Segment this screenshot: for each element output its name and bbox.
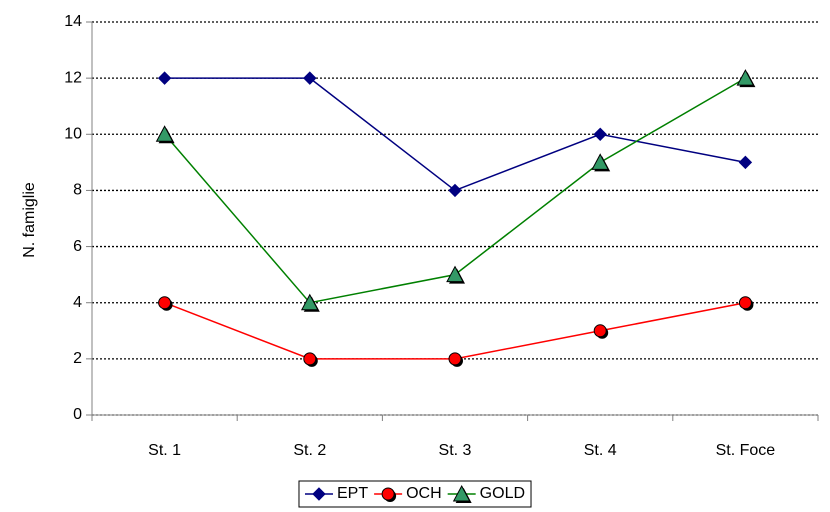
marker bbox=[591, 153, 610, 170]
y-axis-label: N. famiglie bbox=[21, 182, 38, 258]
x-tick-label: St. 1 bbox=[148, 442, 181, 459]
y-tick-label: 0 bbox=[73, 406, 82, 423]
series-line bbox=[164, 301, 746, 360]
legend-marker bbox=[381, 487, 395, 501]
y-tick-label: 12 bbox=[64, 69, 82, 86]
x-tick-label: St. Foce bbox=[716, 442, 776, 459]
legend: EPT OCH GOLD bbox=[298, 480, 532, 508]
marker bbox=[303, 71, 317, 85]
y-tick-label: 2 bbox=[73, 350, 82, 367]
y-tick-label: 6 bbox=[73, 238, 82, 255]
marker bbox=[738, 155, 753, 170]
marker bbox=[448, 183, 462, 198]
marker bbox=[593, 127, 607, 141]
x-tick-label: St. 3 bbox=[439, 442, 472, 459]
y-tick-label: 10 bbox=[64, 126, 82, 143]
marker bbox=[593, 324, 607, 338]
legend-label: EPT bbox=[337, 485, 368, 502]
y-tick-label: 14 bbox=[64, 13, 82, 30]
legend-label: OCH bbox=[406, 485, 442, 502]
marker bbox=[738, 296, 752, 310]
legend-box bbox=[298, 480, 532, 508]
legend-item: OCH bbox=[374, 485, 442, 502]
legend-item: GOLD bbox=[447, 484, 525, 503]
legend-marker bbox=[452, 484, 471, 502]
marker bbox=[736, 69, 755, 86]
x-tick-label: St. 4 bbox=[584, 442, 617, 459]
marker bbox=[155, 125, 174, 142]
y-tick-label: 4 bbox=[73, 294, 82, 311]
legend-marker bbox=[312, 487, 326, 501]
marker bbox=[300, 293, 319, 311]
marker bbox=[448, 352, 462, 366]
marker bbox=[446, 265, 464, 283]
marker bbox=[157, 71, 172, 85]
legend-label: GOLD bbox=[480, 485, 525, 502]
x-tick-label: St. 2 bbox=[293, 442, 326, 459]
y-tick-label: 8 bbox=[73, 182, 82, 199]
series-line bbox=[164, 77, 746, 192]
marker bbox=[158, 296, 172, 310]
legend-item: EPT bbox=[304, 485, 368, 502]
marker bbox=[303, 352, 317, 366]
